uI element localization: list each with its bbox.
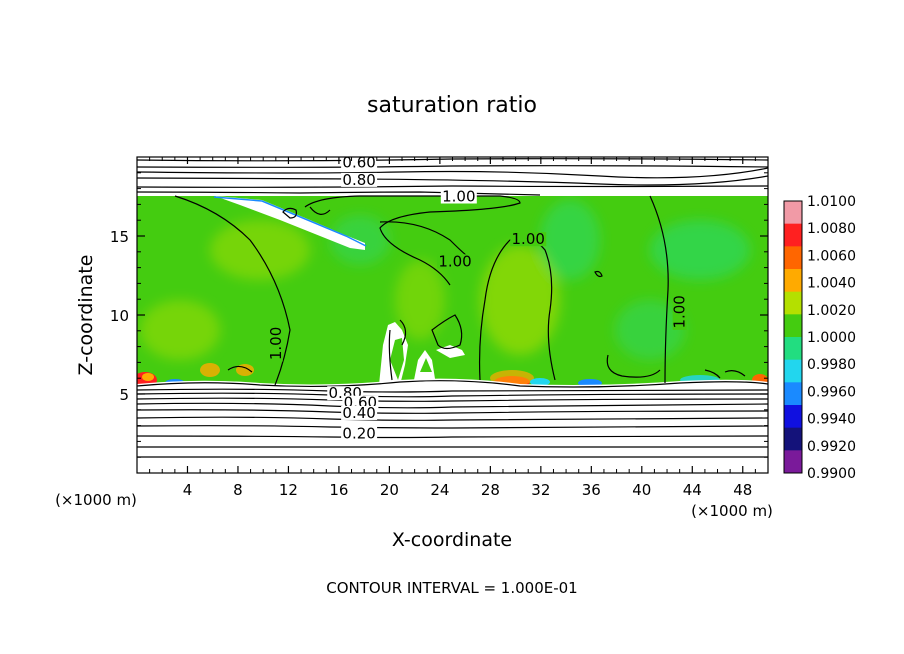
contour-label-bg	[341, 405, 378, 420]
contour-label: 1.00	[438, 252, 471, 270]
contour-label-bg	[440, 189, 477, 204]
colorbar-swatch	[784, 269, 802, 293]
y-axis-label: Z-coordinate	[75, 255, 97, 376]
colorbar-label: 1.0040	[807, 276, 856, 292]
contour-labels: 0.600.801.001.001.001.001.000.800.600.40…	[267, 154, 689, 443]
chart-title: saturation ratio	[367, 93, 537, 118]
colorbar: 1.0100 1.0080 1.0060 1.0040 1.0020 1.0000 0.99…	[783, 194, 856, 482]
plot-area	[137, 157, 768, 473]
contour-label-bg	[268, 325, 283, 362]
contour-label: 1.00	[512, 230, 545, 248]
x-tick-label: 32	[531, 481, 550, 499]
colorbar-swatch	[784, 405, 802, 429]
x-tick-label: 20	[380, 481, 399, 499]
y-axis: 5 10 15	[110, 172, 768, 458]
x-tick-label: 44	[683, 481, 702, 499]
saturation-field	[137, 196, 768, 386]
colorbar-swatch	[784, 201, 802, 225]
contour-label: 1.00	[442, 188, 475, 206]
colorbar-label: 0.9960	[807, 384, 856, 400]
contour-label-bg	[341, 172, 378, 187]
x-tick-label: 28	[481, 481, 500, 499]
colorbar-label: 1.0100	[807, 194, 856, 210]
contour-label-bg	[672, 293, 687, 330]
x-unit-left: (×1000 m)	[55, 491, 137, 509]
y-tick-label: 15	[110, 228, 129, 246]
x-tick-label: 8	[233, 481, 243, 499]
contour-label: 1.00	[267, 327, 285, 360]
x-tick-label: 36	[582, 481, 601, 499]
colorbar-swatch	[784, 450, 802, 474]
x-tick-label: 4	[183, 481, 193, 499]
colorbar-label: 1.0080	[807, 221, 856, 237]
lower-contours	[137, 380, 768, 458]
colorbar-frame	[783, 200, 803, 474]
y-tick-label: 10	[110, 307, 129, 325]
colorbar-label: 1.0000	[807, 330, 856, 346]
x-tick-label: 48	[733, 481, 752, 499]
colorbar-swatch	[784, 382, 802, 406]
x-axis: 4 8 12 16 20 24 28 32 36 40 44 48	[149, 157, 756, 499]
colorbar-label: 0.9940	[807, 412, 856, 428]
colorbar-swatch	[784, 246, 802, 270]
footer-note: CONTOUR INTERVAL = 1.000E-01	[326, 579, 577, 597]
contour-label: 0.60	[342, 154, 375, 172]
x-tick-label: 16	[329, 481, 348, 499]
colorbar-swatch	[784, 359, 802, 383]
contour-label: 0.20	[342, 425, 375, 443]
x-tick-label: 24	[430, 481, 449, 499]
contour-label-bg	[341, 155, 378, 170]
contour-label: 0.40	[342, 404, 375, 422]
contour-label: 0.80	[342, 171, 375, 189]
colorbar-swatch	[784, 291, 802, 315]
x-unit-right: (×1000 m)	[691, 502, 773, 520]
contour-label: 1.00	[671, 295, 689, 328]
colorbar-swatch	[784, 337, 802, 361]
contour-label-bg	[341, 426, 378, 441]
colorbar-swatch	[784, 314, 802, 338]
y-tick-label: 5	[119, 386, 129, 404]
colorbar-swatch	[784, 223, 802, 247]
colorbar-label: 0.9920	[807, 439, 856, 455]
contour-label-bg	[437, 254, 474, 269]
contour-label-bg	[510, 232, 547, 247]
colorbar-label: 1.0060	[807, 248, 856, 264]
colorbar-label: 1.0020	[807, 303, 856, 319]
colorbar-label: 0.9980	[807, 357, 856, 373]
x-axis-label: X-coordinate	[392, 529, 512, 551]
colorbar-swatch	[784, 427, 802, 451]
colorbar-label: 0.9900	[807, 466, 856, 482]
x-tick-label: 40	[632, 481, 651, 499]
x-tick-label: 12	[279, 481, 298, 499]
